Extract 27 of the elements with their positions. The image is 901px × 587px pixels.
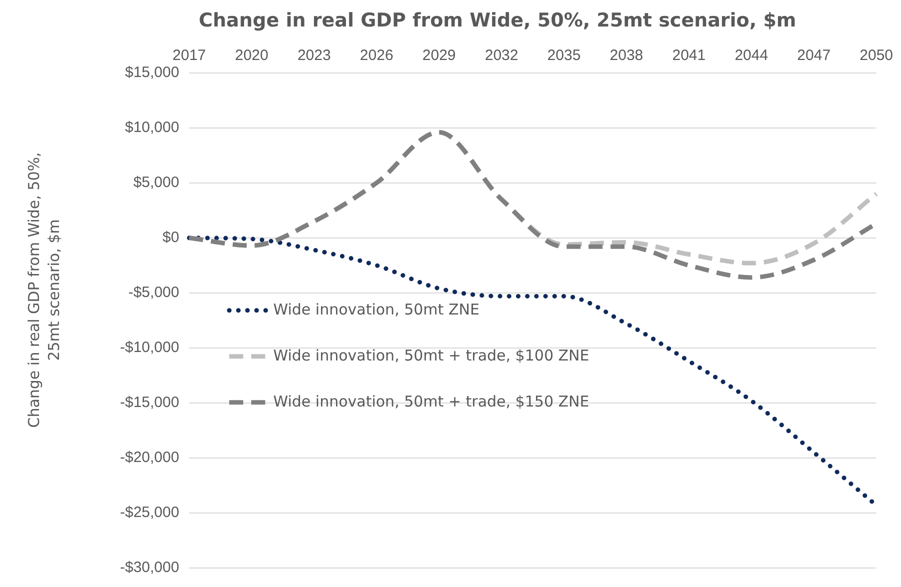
legend-label: Wide innovation, 50mt + trade, $150 ZNE bbox=[273, 392, 590, 410]
x-tick-label: 2038 bbox=[610, 46, 644, 64]
x-tick-label: 2017 bbox=[172, 46, 206, 64]
x-tick-label: 2023 bbox=[297, 46, 331, 64]
x-tick-label: 2044 bbox=[734, 46, 768, 64]
y-tick-label: $10,000 bbox=[124, 118, 180, 136]
x-tick-label: 2029 bbox=[422, 46, 456, 64]
legend-label: Wide innovation, 50mt + trade, $100 ZNE bbox=[273, 346, 590, 364]
y-tick-label: $15,000 bbox=[124, 64, 180, 81]
x-tick-label: 2035 bbox=[547, 46, 581, 64]
x-tick-label: 2026 bbox=[360, 46, 394, 64]
x-tick-label: 2041 bbox=[672, 46, 706, 64]
y-tick-label: -$15,000 bbox=[120, 394, 180, 412]
y-tick-label: -$25,000 bbox=[120, 504, 180, 522]
x-tick-label: 2050 bbox=[860, 46, 894, 64]
x-tick-label: 2032 bbox=[484, 46, 518, 64]
x-tick-label: 2047 bbox=[797, 46, 831, 64]
y-tick-label: $0 bbox=[162, 229, 180, 246]
legend-label: Wide innovation, 50mt ZNE bbox=[273, 300, 480, 318]
y-axis-title: Change in real GDP from Wide, 50%, 25mt scenario, $m bbox=[24, 151, 64, 430]
chart-title: Change in real GDP from Wide, 50%, 25mt scenario, $m bbox=[198, 9, 796, 32]
y-tick-label: -$5,000 bbox=[128, 284, 180, 302]
y-tick-label: -$30,000 bbox=[120, 559, 180, 576]
y-tick-label: $5,000 bbox=[133, 174, 180, 191]
y-tick-label: -$10,000 bbox=[120, 339, 180, 356]
x-tick-label: 2020 bbox=[234, 46, 268, 64]
y-tick-label: -$20,000 bbox=[120, 449, 180, 466]
